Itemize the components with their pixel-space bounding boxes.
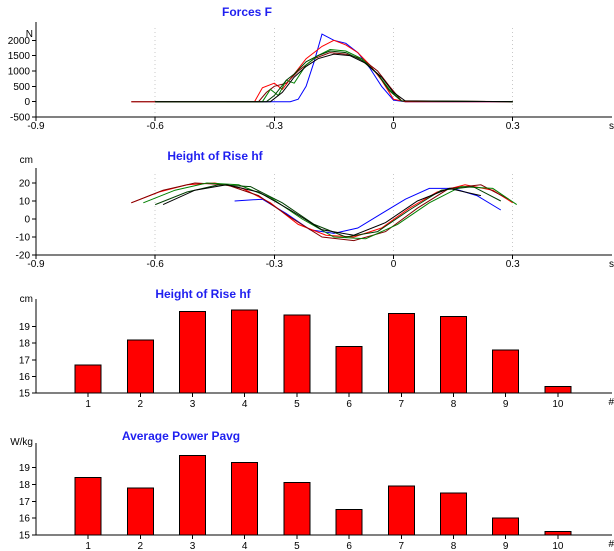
- x-tick-label: 4: [242, 399, 248, 410]
- x-tick-label: -0.3: [266, 121, 284, 132]
- bar: [231, 462, 259, 536]
- series-line: [234, 187, 502, 234]
- series-line: [143, 182, 517, 240]
- bar: [544, 531, 572, 536]
- y-axis-unit: cm: [20, 294, 33, 305]
- x-tick-label: 2: [138, 399, 144, 410]
- x-tick-label: -0.6: [147, 259, 165, 270]
- x-tick-label: 4: [242, 541, 248, 551]
- y-tick-label: 20: [19, 179, 31, 190]
- x-tick-label: 1: [85, 541, 91, 551]
- chart-title: Forces F: [222, 5, 272, 19]
- bar: [74, 364, 102, 394]
- bar: [440, 492, 467, 536]
- bar: [335, 509, 363, 536]
- bar: [283, 482, 311, 536]
- y-tick-label: 19: [19, 322, 31, 333]
- x-tick-label: 10: [552, 399, 564, 410]
- bar: [126, 339, 154, 394]
- series-line: [226, 33, 513, 103]
- bar: [335, 346, 363, 394]
- bar: [179, 311, 206, 394]
- x-tick-label: 3: [190, 399, 196, 410]
- x-tick-label: -0.9: [27, 121, 45, 132]
- y-axis-unit: W/kg: [10, 437, 33, 448]
- y-tick-label: 500: [13, 82, 30, 93]
- x-axis-unit: #: [608, 397, 614, 408]
- x-tick-label: 0: [391, 259, 397, 270]
- y-tick-label: 18: [19, 480, 31, 491]
- x-tick-label: -0.6: [147, 121, 165, 132]
- x-tick-label: 9: [503, 541, 509, 551]
- y-tick-label: -500: [10, 113, 30, 124]
- series-line: [131, 182, 513, 238]
- y-axis-unit: cm: [20, 155, 33, 166]
- x-tick-label: 5: [294, 399, 300, 410]
- chart-panel-3: Height of Rise hf cm 15 16 17 18 19 1 2 3 4 5 6 7 8 9 10…: [19, 287, 614, 410]
- x-tick-label: 6: [346, 399, 352, 410]
- bar: [283, 314, 311, 394]
- y-tick-label: 17: [19, 497, 31, 508]
- y-tick-label: 17: [19, 355, 31, 366]
- x-tick-label: -0.9: [27, 259, 45, 270]
- y-tick-label: 1000: [8, 66, 31, 77]
- x-tick-label: 0.3: [506, 259, 520, 270]
- x-tick-label: 1: [85, 399, 91, 410]
- bar: [126, 487, 154, 536]
- series-line: [155, 53, 513, 103]
- y-axis-unit: N: [26, 29, 33, 40]
- bar: [492, 349, 520, 394]
- chart-panel-1: Forces F N -500 0 500 1000 1500 2000 -0.9 -0.6 -0.…: [8, 5, 614, 132]
- bar: [74, 477, 102, 536]
- y-tick-label: 19: [19, 463, 31, 474]
- series-line: [162, 184, 482, 236]
- x-tick-label: 7: [399, 541, 405, 551]
- bar: [387, 485, 415, 536]
- x-tick-label: 0: [391, 121, 397, 132]
- y-tick-label: -10: [16, 233, 31, 244]
- x-axis-unit: s: [609, 259, 614, 270]
- x-tick-label: -0.3: [266, 259, 284, 270]
- chart-title: Height of Rise hf: [155, 287, 251, 301]
- chart-panel-2: Height of Rise hf cm -20 -10 0 10 20 -0.9 -0.6 -0…: [16, 149, 614, 270]
- y-tick-label: 10: [19, 197, 31, 208]
- chart-title: Average Power Pavg: [122, 429, 240, 443]
- x-tick-label: 8: [451, 541, 457, 551]
- x-tick-label: 0.3: [506, 121, 520, 132]
- y-tick-label: 2000: [8, 36, 31, 47]
- x-axis-unit: #: [608, 539, 614, 550]
- y-tick-label: 0: [24, 215, 30, 226]
- y-tick-label: 16: [19, 372, 31, 383]
- y-tick-label: 18: [19, 339, 31, 350]
- x-tick-label: 7: [399, 399, 405, 410]
- bar: [231, 309, 259, 394]
- bar: [179, 455, 206, 536]
- series-line: [155, 50, 513, 103]
- bar: [440, 316, 467, 394]
- x-tick-label: 10: [552, 541, 564, 551]
- y-tick-label: -20: [16, 251, 31, 262]
- x-tick-label: 5: [294, 541, 300, 551]
- x-tick-label: 3: [190, 541, 196, 551]
- x-tick-label: 2: [138, 541, 144, 551]
- x-axis-unit: s: [609, 121, 614, 132]
- chart-title: Height of Rise hf: [167, 149, 263, 163]
- chart-panel-4: Average Power Pavg W/kg 15 16 17 18 19 1 2 3 4 5 6 7 8…: [10, 429, 614, 551]
- series-line: [131, 39, 513, 103]
- y-tick-label: 0: [24, 97, 30, 108]
- y-tick-label: 16: [19, 514, 31, 525]
- series-line: [131, 52, 513, 103]
- x-tick-label: 6: [346, 541, 352, 551]
- y-tick-label: 15: [19, 389, 31, 400]
- series-line: [155, 48, 513, 103]
- x-tick-label: 9: [503, 399, 509, 410]
- y-tick-label: 1500: [8, 51, 31, 62]
- y-tick-label: 15: [19, 531, 31, 542]
- bar: [492, 517, 520, 536]
- x-tick-label: 8: [451, 399, 457, 410]
- bar: [387, 312, 415, 394]
- bar: [544, 385, 572, 394]
